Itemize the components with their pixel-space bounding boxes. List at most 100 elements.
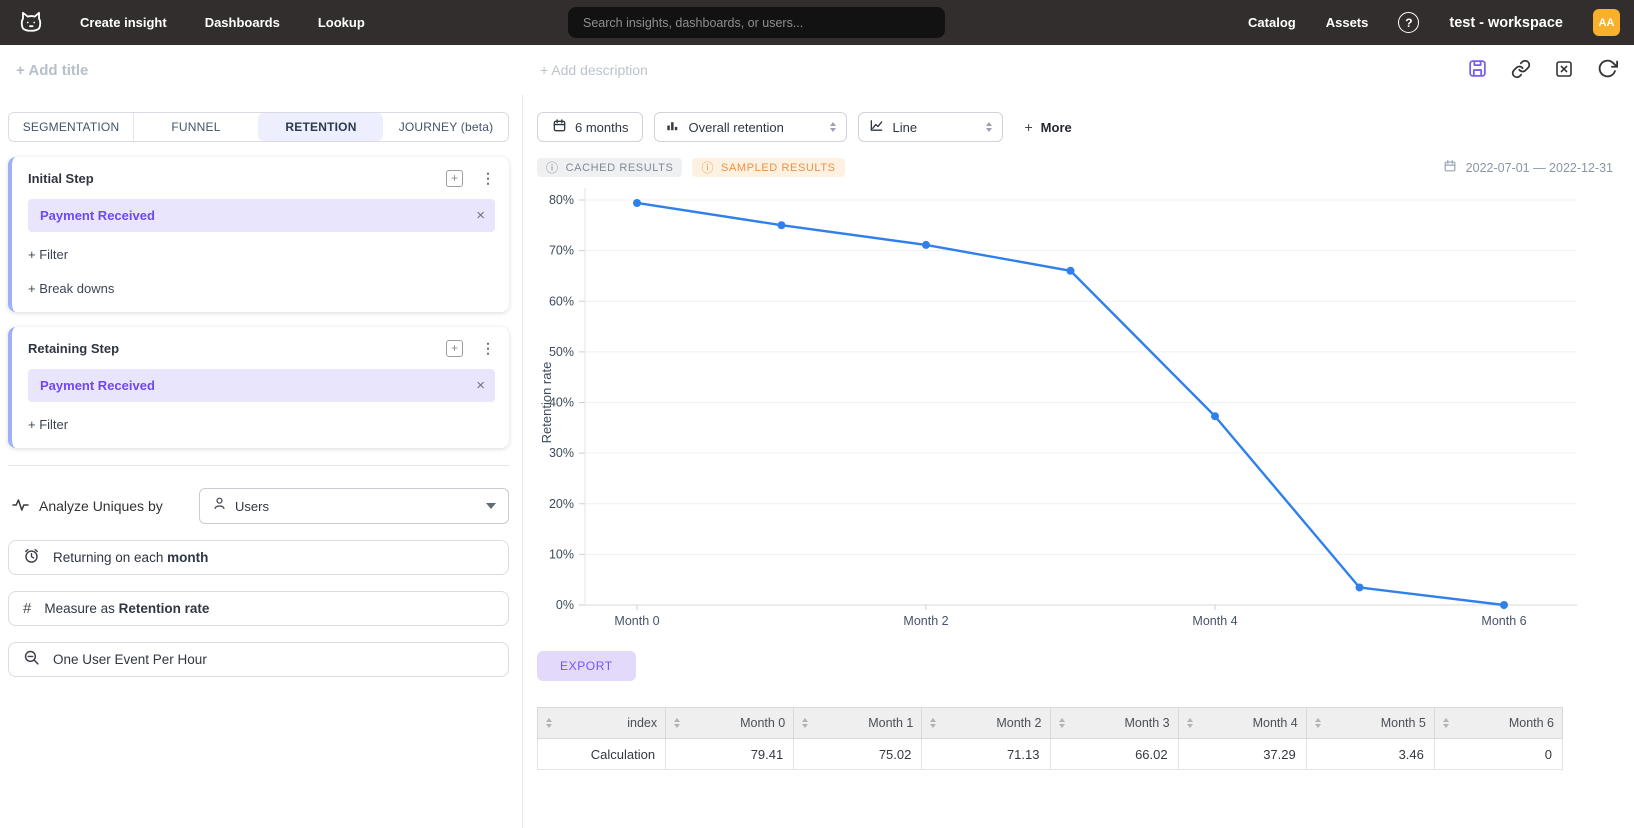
results-panel: 6 months Overall retention [523, 95, 1634, 828]
add-title-field[interactable]: + Add title [16, 61, 89, 79]
retention-line-chart[interactable]: 0% 10% 20% 30% 40% 50% 60% 70% 80% Month 0 Month 2… [537, 179, 1617, 637]
copy-link-button[interactable] [1511, 59, 1531, 82]
cat-logo-icon[interactable] [16, 8, 46, 38]
plus-icon: + [1024, 119, 1033, 135]
sort-icon[interactable] [802, 718, 809, 728]
tab-segmentation[interactable]: SEGMENTATION [22, 120, 120, 134]
sort-icon[interactable] [1314, 718, 1321, 728]
dedupe-option[interactable]: One User Event Per Hour [8, 642, 509, 677]
kebab-menu-icon[interactable]: ⋮ [481, 340, 495, 356]
sort-icon[interactable] [1058, 718, 1065, 728]
date-range-button[interactable]: 6 months [537, 112, 644, 142]
tab-retention[interactable]: RETENTION [258, 113, 383, 141]
returning-on-option[interactable]: Returning on each month [8, 540, 509, 575]
column-header[interactable]: Month 3 [1049, 707, 1179, 739]
nav-links: Create insight Dashboards Lookup [80, 15, 365, 30]
cached-results-badge: ⓘ CACHED RESULTS [537, 158, 683, 177]
workspace-name[interactable]: test - workspace [1449, 14, 1563, 31]
save-button[interactable] [1467, 58, 1488, 82]
table-cell: Calculation [536, 738, 667, 770]
more-button[interactable]: + More [1024, 119, 1072, 135]
tab-funnel[interactable]: FUNNEL [133, 113, 258, 141]
table-cell: 79.41 [665, 738, 795, 770]
column-header[interactable]: Month 2 [921, 707, 1051, 739]
search-input[interactable] [568, 7, 945, 38]
nav-right: Catalog Assets ? test - workspace AA [1248, 9, 1620, 36]
calendar-icon [1443, 159, 1457, 176]
initial-step-title: Initial Step [28, 171, 94, 186]
sort-icon[interactable] [546, 718, 552, 728]
column-header[interactable]: index [536, 707, 667, 739]
column-header[interactable]: Month 4 [1177, 707, 1307, 739]
bar-chart-icon [665, 118, 680, 136]
help-icon[interactable]: ? [1398, 12, 1420, 33]
sort-icon[interactable] [674, 718, 681, 728]
sort-icon[interactable] [1442, 718, 1449, 728]
clear-button[interactable] [1554, 59, 1574, 82]
calendar-icon [552, 118, 567, 136]
analyze-uniques-label: Analyze Uniques by [12, 497, 163, 516]
svg-text:30%: 30% [549, 446, 574, 460]
column-header[interactable]: Month 0 [665, 707, 795, 739]
close-icon[interactable]: × [476, 207, 485, 224]
column-header[interactable]: Month 5 [1305, 707, 1435, 739]
line-chart-icon [869, 118, 884, 136]
top-nav: Create insight Dashboards Lookup Catalog… [0, 0, 1634, 45]
sort-icon[interactable] [1186, 718, 1193, 728]
sampled-results-badge: ⓘ SAMPLED RESULTS [692, 158, 845, 177]
select-chevrons-icon [986, 122, 993, 132]
report-tabs: SEGMENTATION FUNNEL RETENTION JOURNEY (b… [8, 112, 509, 142]
column-header[interactable]: Month 1 [793, 707, 923, 739]
tab-journey[interactable]: JOURNEY (beta) [398, 120, 494, 134]
svg-text:80%: 80% [549, 193, 574, 207]
retention-type-select[interactable]: Overall retention [654, 112, 848, 142]
select-chevrons-icon [830, 122, 837, 132]
svg-text:Month 0: Month 0 [614, 614, 659, 628]
nav-assets[interactable]: Assets [1325, 15, 1369, 30]
add-event-icon[interactable]: + [446, 340, 463, 357]
save-icon [1467, 58, 1488, 82]
event-chip[interactable]: Payment Received × [28, 199, 495, 232]
chart-type-select[interactable]: Line [858, 112, 1004, 142]
add-breakdown-button[interactable]: + Break downs [28, 281, 115, 296]
svg-text:Month 6: Month 6 [1481, 614, 1526, 628]
table-cell: 75.02 [793, 738, 923, 770]
analyze-by-select[interactable]: Users [199, 488, 509, 524]
nav-catalog[interactable]: Catalog [1248, 15, 1296, 30]
add-filter-button[interactable]: + Filter [28, 417, 69, 432]
query-builder-panel: SEGMENTATION FUNNEL RETENTION JOURNEY (b… [0, 95, 523, 828]
svg-text:Month 2: Month 2 [903, 614, 948, 628]
chevron-down-icon [486, 503, 496, 509]
svg-text:0%: 0% [556, 598, 574, 612]
avatar[interactable]: AA [1593, 9, 1620, 36]
add-filter-button[interactable]: + Filter [28, 247, 69, 262]
table-row: Calculation 79.41 75.02 71.13 66.02 37.2… [536, 738, 1564, 770]
user-icon [212, 496, 227, 516]
add-event-icon[interactable]: + [446, 170, 463, 187]
event-chip[interactable]: Payment Received × [28, 369, 495, 402]
sort-icon[interactable] [930, 718, 937, 728]
close-icon[interactable]: × [476, 377, 485, 394]
info-icon: ⓘ [701, 161, 715, 175]
nav-create-insight[interactable]: Create insight [80, 15, 167, 30]
svg-text:20%: 20% [549, 497, 574, 511]
divider [8, 465, 509, 466]
export-button[interactable]: EXPORT [537, 651, 636, 681]
info-icon: ⓘ [546, 161, 559, 175]
event-chip-label: Payment Received [40, 378, 155, 393]
nav-dashboards[interactable]: Dashboards [204, 15, 280, 30]
retaining-step-card: Retaining Step + ⋮ Payment Received × + … [8, 327, 509, 448]
nav-lookup[interactable]: Lookup [317, 15, 365, 30]
refresh-button[interactable] [1597, 58, 1619, 82]
column-header[interactable]: Month 6 [1433, 707, 1564, 739]
global-search [568, 7, 945, 38]
kebab-menu-icon[interactable]: ⋮ [481, 170, 495, 186]
event-chip-label: Payment Received [40, 208, 155, 223]
measure-as-option[interactable]: # Measure as Retention rate [8, 591, 509, 626]
table-cell: 66.02 [1049, 738, 1179, 770]
table-cell: 37.29 [1177, 738, 1307, 770]
results-table: index Month 0 Month 1 Month 2 Month 3 Mo… [536, 707, 1564, 770]
hash-icon: # [23, 600, 32, 617]
svg-text:10%: 10% [549, 547, 574, 561]
add-description-field[interactable]: + Add description [540, 62, 648, 78]
